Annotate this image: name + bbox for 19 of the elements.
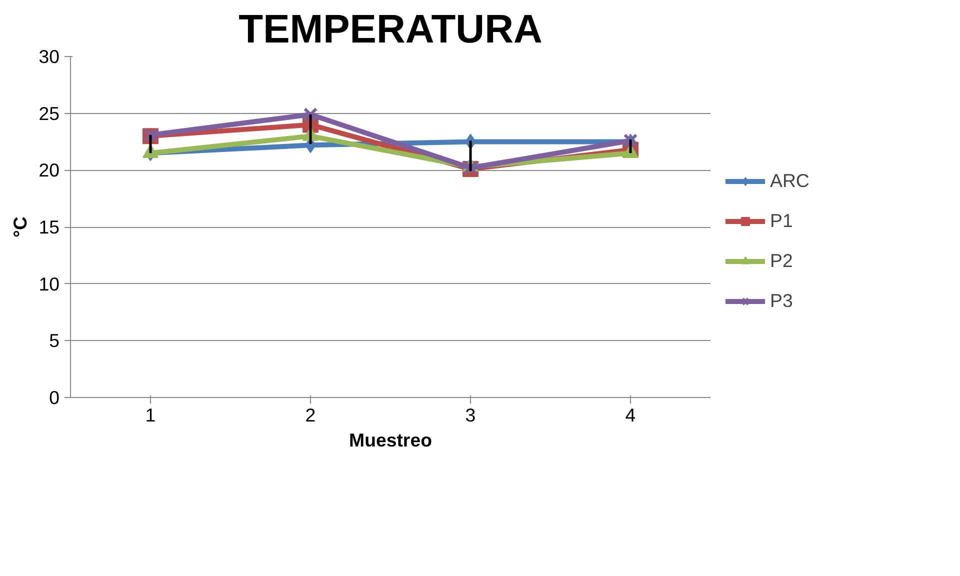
y-tick-label: 0 [49,387,60,408]
x-tick-label: 3 [465,404,476,426]
legend-label: P3 [770,290,794,312]
legend-label: P1 [770,210,794,232]
x-axis-title: Muestreo [349,430,432,450]
x-tick-label: 1 [145,404,156,426]
y-tick-label: 5 [49,330,60,352]
legend-label: ARC [770,170,810,192]
y-tick-label: 30 [38,46,60,67]
y-axis-title: °C [10,216,31,238]
y-tick-label: 20 [38,160,60,181]
x-tick-label: 4 [625,404,636,426]
y-tick-label: 25 [38,102,60,124]
point [303,107,318,122]
y-tick-label: 10 [38,273,60,294]
x-tick-label: 2 [305,404,316,426]
y-tick-label: 15 [38,216,60,238]
legend-label: P2 [770,250,794,272]
chart-title: TEMPERATURA [238,8,542,52]
